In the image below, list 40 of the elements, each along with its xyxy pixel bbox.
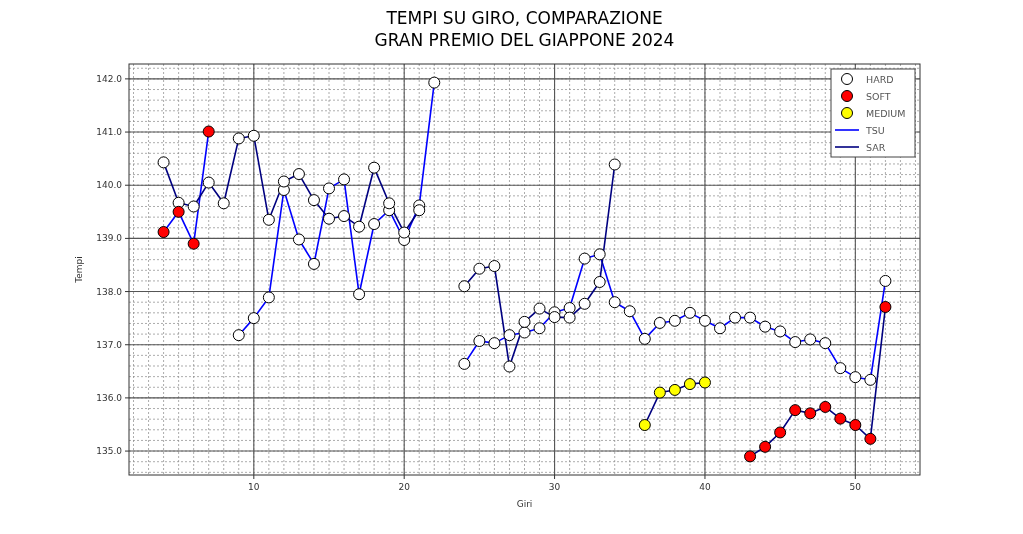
point bbox=[653, 386, 666, 399]
point bbox=[187, 237, 200, 250]
y-tick-label: 142.0 bbox=[96, 73, 123, 84]
point bbox=[774, 426, 787, 439]
x-tick-label: 40 bbox=[699, 482, 711, 492]
y-tick-label: 137.0 bbox=[96, 339, 123, 350]
point bbox=[849, 419, 862, 432]
legend-label: TSU bbox=[865, 124, 885, 136]
y-tick-label: 140.0 bbox=[96, 180, 123, 191]
point bbox=[638, 419, 651, 432]
point bbox=[804, 407, 817, 420]
y-axis-title: Tempi bbox=[74, 256, 84, 284]
legend-label: HARD bbox=[866, 73, 894, 85]
legend-label: MEDIUM bbox=[866, 107, 906, 119]
x-tick-label: 20 bbox=[398, 482, 411, 492]
x-tick-label: 50 bbox=[849, 482, 862, 492]
point bbox=[864, 432, 877, 445]
x-tick-label: 10 bbox=[248, 482, 260, 492]
point bbox=[698, 376, 711, 389]
point bbox=[157, 226, 170, 239]
point bbox=[819, 400, 832, 413]
point bbox=[668, 383, 681, 396]
point bbox=[879, 300, 892, 313]
chart-title: TEMPI SU GIRO, COMPARAZIONE GRAN PREMIO DEL GIAPPONE 2024 bbox=[374, 8, 675, 50]
point bbox=[744, 450, 757, 463]
point bbox=[789, 404, 802, 417]
point bbox=[759, 440, 772, 453]
point bbox=[834, 412, 847, 425]
point bbox=[683, 378, 696, 391]
y-tick-label: 138.0 bbox=[96, 286, 123, 297]
x-tick-label: 30 bbox=[548, 482, 561, 492]
y-tick-label: 139.0 bbox=[96, 233, 123, 244]
y-tick-label: 136.0 bbox=[96, 392, 123, 403]
legend-label: SOFT bbox=[866, 90, 891, 102]
x-axis-title: Giri bbox=[516, 499, 533, 509]
point bbox=[202, 125, 215, 138]
y-tick-label: 141.0 bbox=[96, 127, 123, 138]
y-tick-label: 135.0 bbox=[96, 446, 123, 457]
point bbox=[172, 205, 185, 218]
legend-label: SAR bbox=[866, 141, 886, 153]
